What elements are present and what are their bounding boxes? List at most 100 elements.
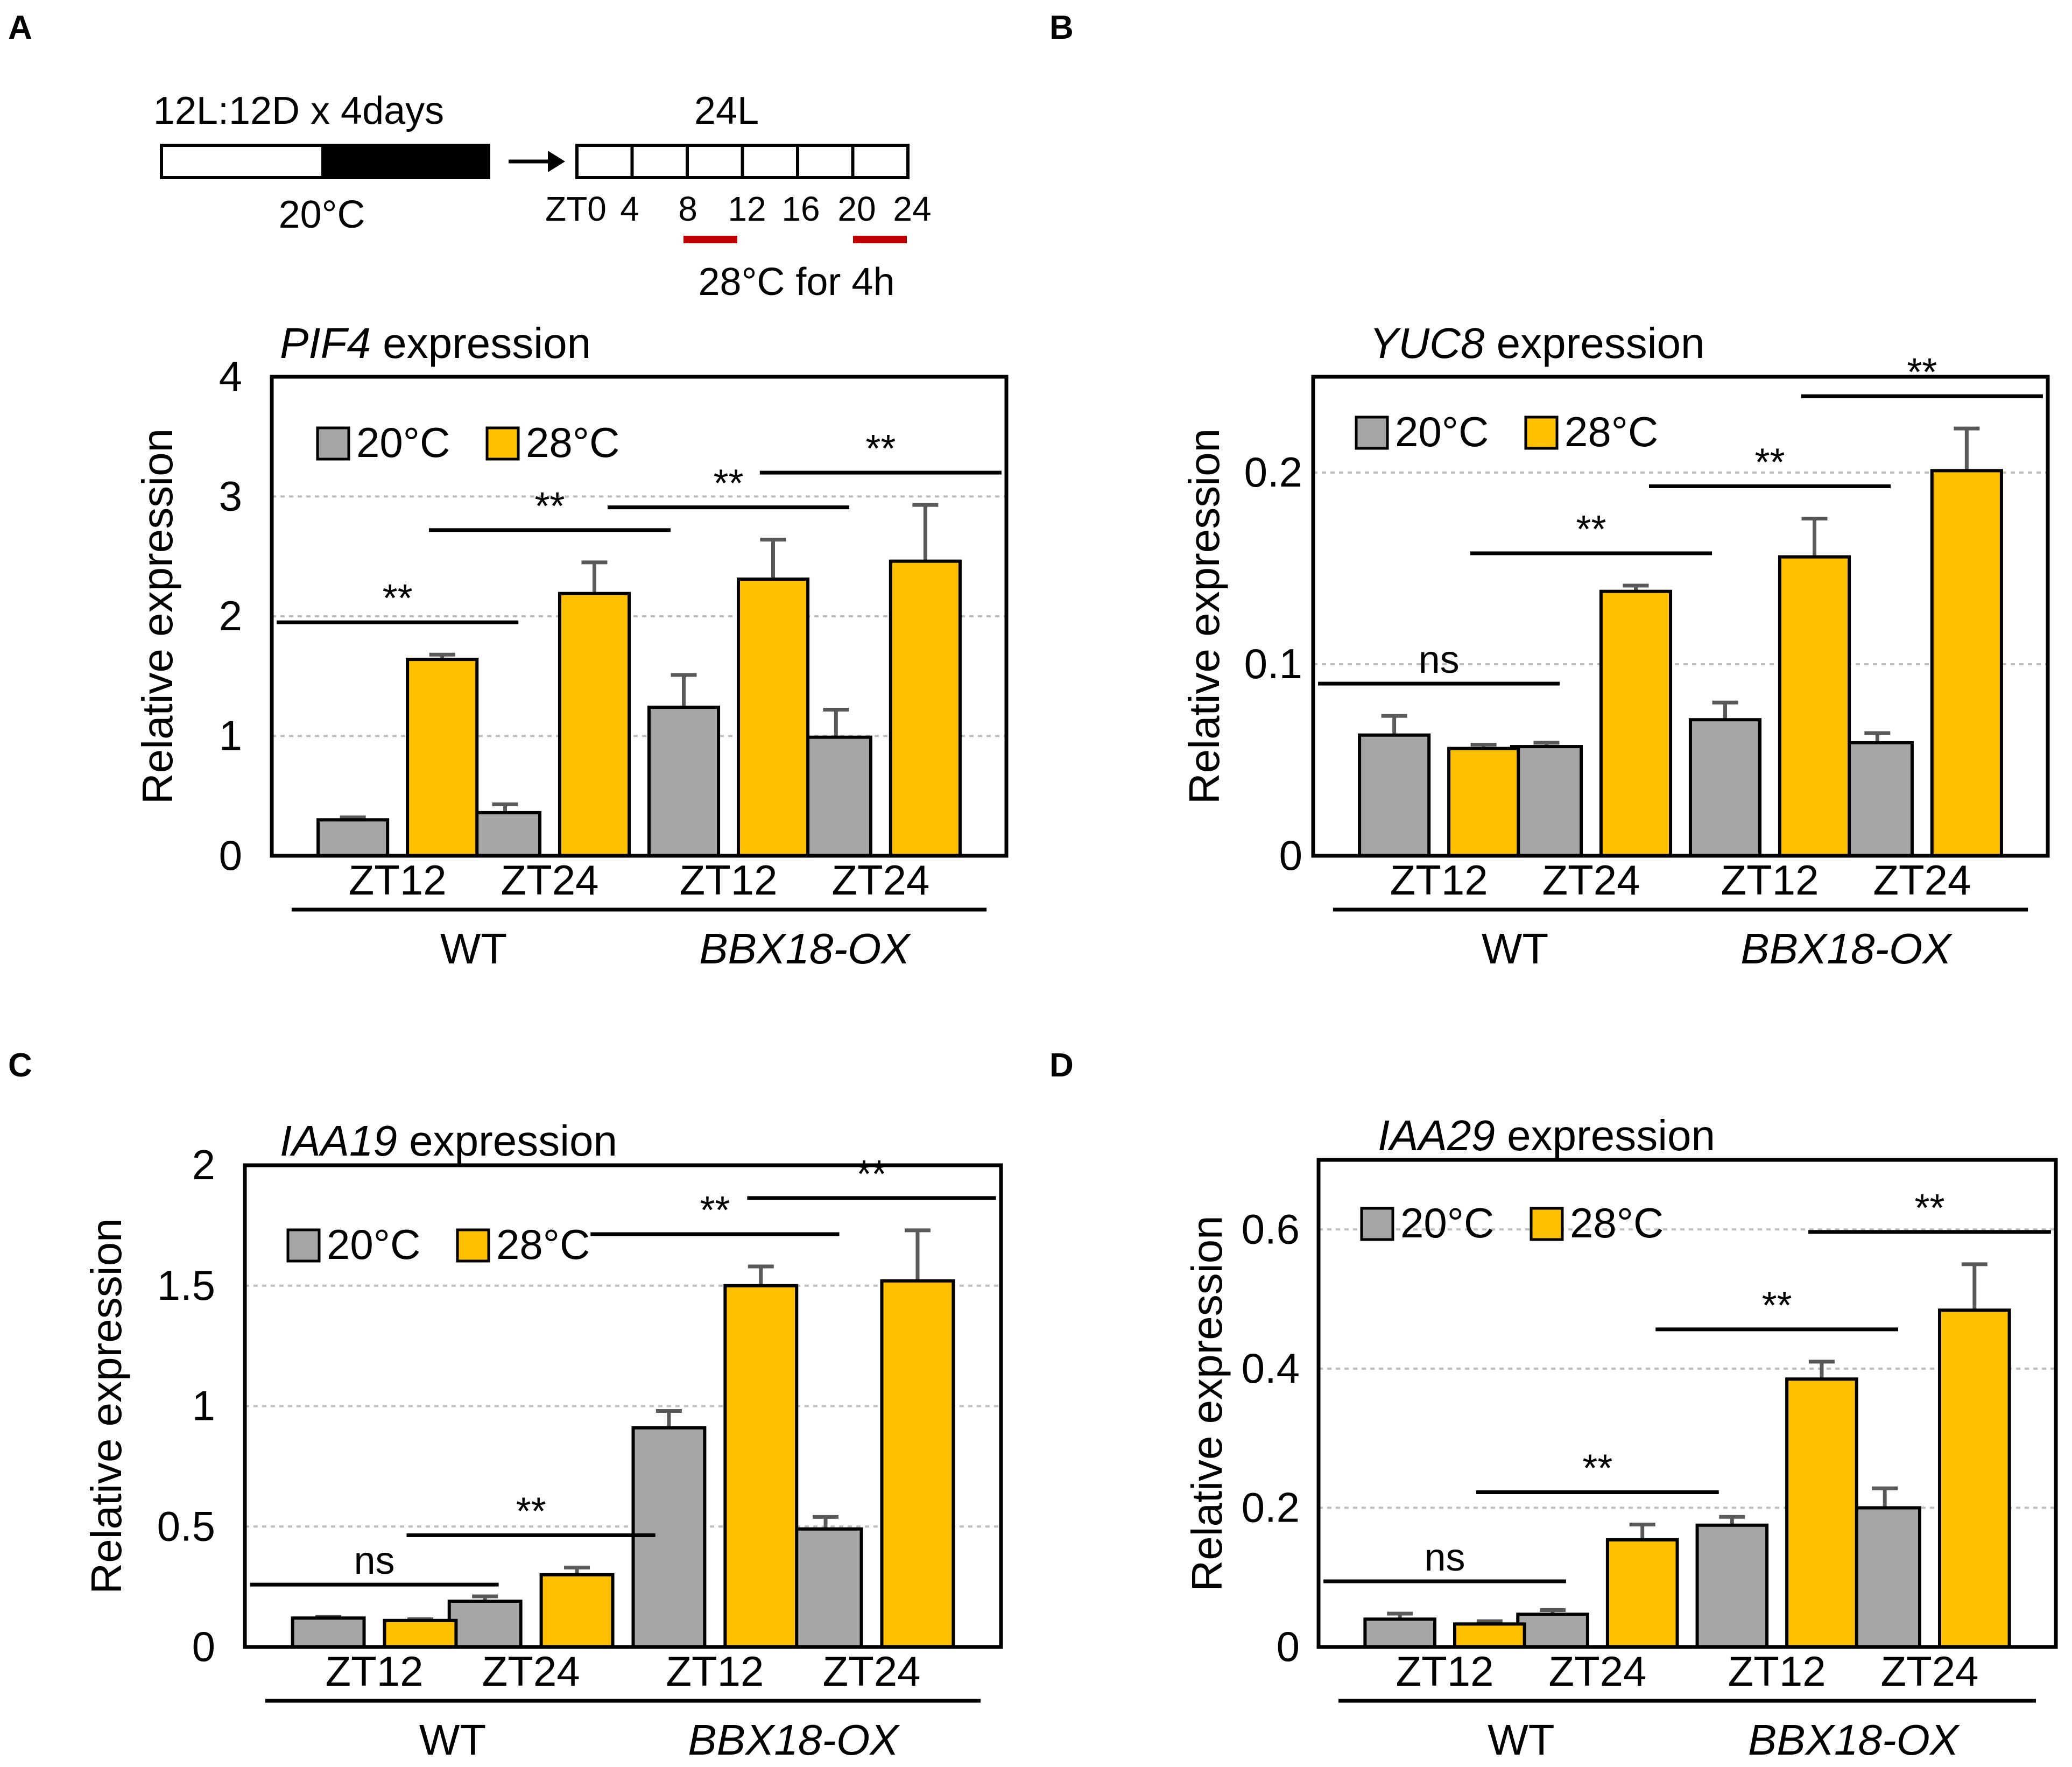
legend-swatch-28c (485, 426, 520, 461)
legend-label-20c: 20°C (356, 419, 450, 466)
bar-20c (1358, 733, 1431, 857)
bar-20c (788, 1527, 863, 1649)
zt-tick-label: 20 (837, 189, 876, 228)
schedule-left-label: 12L:12D x 4days (153, 89, 444, 132)
arrow-icon (548, 151, 565, 172)
bar-20c (291, 1616, 366, 1649)
significance-stars: ** (383, 577, 413, 620)
significance-stars: ** (1576, 508, 1606, 551)
x-category-label: ZT24 (1548, 1648, 1646, 1695)
y-tick-label: 4 (219, 353, 242, 400)
panel-letter-d: D (1049, 1047, 1074, 1084)
legend-label-28c: 28°C (526, 419, 619, 466)
bar-20c (1695, 1523, 1769, 1649)
x-category-label: ZT12 (1728, 1648, 1826, 1695)
bar-28c (880, 1279, 955, 1649)
bar-28c (406, 658, 479, 857)
panel-b: B 0 0.1 0.2 YUC8 expression Relative express… (1049, 9, 2050, 973)
y-tick-label: 0 (192, 1623, 215, 1670)
chart-yuc8: 0 0.1 0.2 YUC8 expression Relative expressio… (1180, 319, 2050, 973)
significance-stars: ** (1754, 441, 1785, 484)
bar-28c (539, 1573, 615, 1649)
chart-iaa29: 0 0.2 0.4 0.6 IAA29 expression Relative expre… (1183, 1111, 2058, 1764)
group-label-wt: WT (1482, 925, 1548, 973)
bar-20c (631, 1426, 707, 1649)
bar-20c (1848, 1506, 1921, 1649)
significance-stars: ** (1907, 351, 1937, 394)
x-category-label: ZT12 (1390, 856, 1488, 904)
plot-frame (1316, 1158, 2058, 1649)
legend-label-20c: 20°C (1400, 1199, 1494, 1247)
x-category-label: ZT24 (822, 1648, 920, 1695)
group-label-wt: WT (419, 1716, 486, 1764)
title-suffix: expression (1484, 319, 1704, 367)
light-hour-box (575, 144, 634, 179)
bar-28c (1453, 1622, 1526, 1649)
bar-20c (447, 1599, 523, 1649)
significance-ns: ns (1419, 638, 1460, 681)
bar-28c (736, 578, 810, 857)
y-tick-label: 2 (192, 1141, 215, 1188)
title-suffix: expression (371, 319, 591, 367)
zt-tick-labels: ZT0 4 8 12 16 20 24 (545, 189, 931, 228)
chart-title: IAA29 expression (1378, 1111, 1715, 1159)
bar-20c (647, 706, 721, 857)
bar-20c (1516, 1613, 1589, 1649)
legend-swatch-28c (456, 1228, 490, 1263)
group-label-bbx18-ox: BBX18-OX (1740, 925, 1953, 973)
group-label-bbx18-ox: BBX18-OX (1748, 1716, 1960, 1764)
group-label-bbx18-ox: BBX18-OX (699, 925, 911, 973)
plot-frame (1311, 375, 2050, 858)
warm-treatment-label: 28°C for 4h (699, 261, 895, 304)
y-axis-label: Relative expression (133, 428, 181, 804)
y-tick-label: 0.6 (1242, 1205, 1300, 1252)
panel-letter-c: C (8, 1047, 32, 1084)
gene-name: PIF4 (280, 319, 371, 367)
x-category-label: ZT24 (1880, 1648, 1978, 1695)
x-category-label: ZT12 (325, 1648, 423, 1695)
zt-tick-label: 8 (678, 189, 697, 228)
significance-stars: ** (534, 485, 565, 528)
light-hour-box (741, 144, 799, 179)
x-category-label: ZT24 (831, 856, 929, 904)
bar-28c (723, 1284, 799, 1649)
legend-swatch-20c (1360, 1207, 1394, 1241)
bar-20c (1510, 745, 1583, 857)
dark-period-box (321, 144, 490, 179)
y-tick-label: 1 (192, 1382, 215, 1430)
bar-28c (1778, 555, 1851, 857)
light-hour-box (796, 144, 855, 179)
bar-28c (558, 592, 631, 857)
bar-20c (468, 811, 542, 858)
title-suffix: expression (397, 1117, 617, 1165)
bar-20c (1841, 741, 1914, 857)
bar-28c (1938, 1308, 2011, 1649)
bar-20c (799, 735, 872, 857)
x-category-label: ZT24 (482, 1648, 580, 1695)
significance-stars: ** (1914, 1187, 1944, 1230)
chart-title: IAA19 expression (280, 1117, 617, 1165)
significance-stars: ** (856, 1153, 886, 1196)
title-suffix: expression (1495, 1111, 1715, 1159)
zt-tick-label: 4 (620, 189, 639, 228)
group-label-wt: WT (440, 925, 507, 973)
x-category-label: ZT24 (1542, 856, 1640, 904)
schedule-right-label: 24L (694, 89, 759, 132)
bar-28c (889, 559, 962, 857)
panel-c: C 0 0.5 1 1.5 2 IAA19 expression Relative expr… (8, 1047, 1003, 1764)
bar-20c (1363, 1617, 1436, 1649)
legend-swatch-20c (286, 1228, 321, 1263)
zt-tick-label: 24 (893, 189, 931, 228)
y-tick-label: 0.4 (1242, 1344, 1300, 1392)
x-category-label: ZT12 (666, 1648, 764, 1695)
y-axis-label: Relative expression (1180, 428, 1228, 804)
light-hour-box (851, 144, 910, 179)
bar-28c (1930, 469, 2003, 857)
panel-a: A 12L:12D x 4days 20°C 24L ZT0 4 8 12 16 20 24… (8, 9, 1009, 973)
group-label-bbx18-ox: BBX18-OX (688, 1716, 900, 1764)
significance-ns: ns (354, 1539, 394, 1582)
panel-d: D 0 0.2 0.4 0.6 IAA29 expression Relative exp… (1049, 1047, 2058, 1764)
y-tick-label: 0 (219, 832, 242, 879)
light-hour-box (630, 144, 689, 179)
